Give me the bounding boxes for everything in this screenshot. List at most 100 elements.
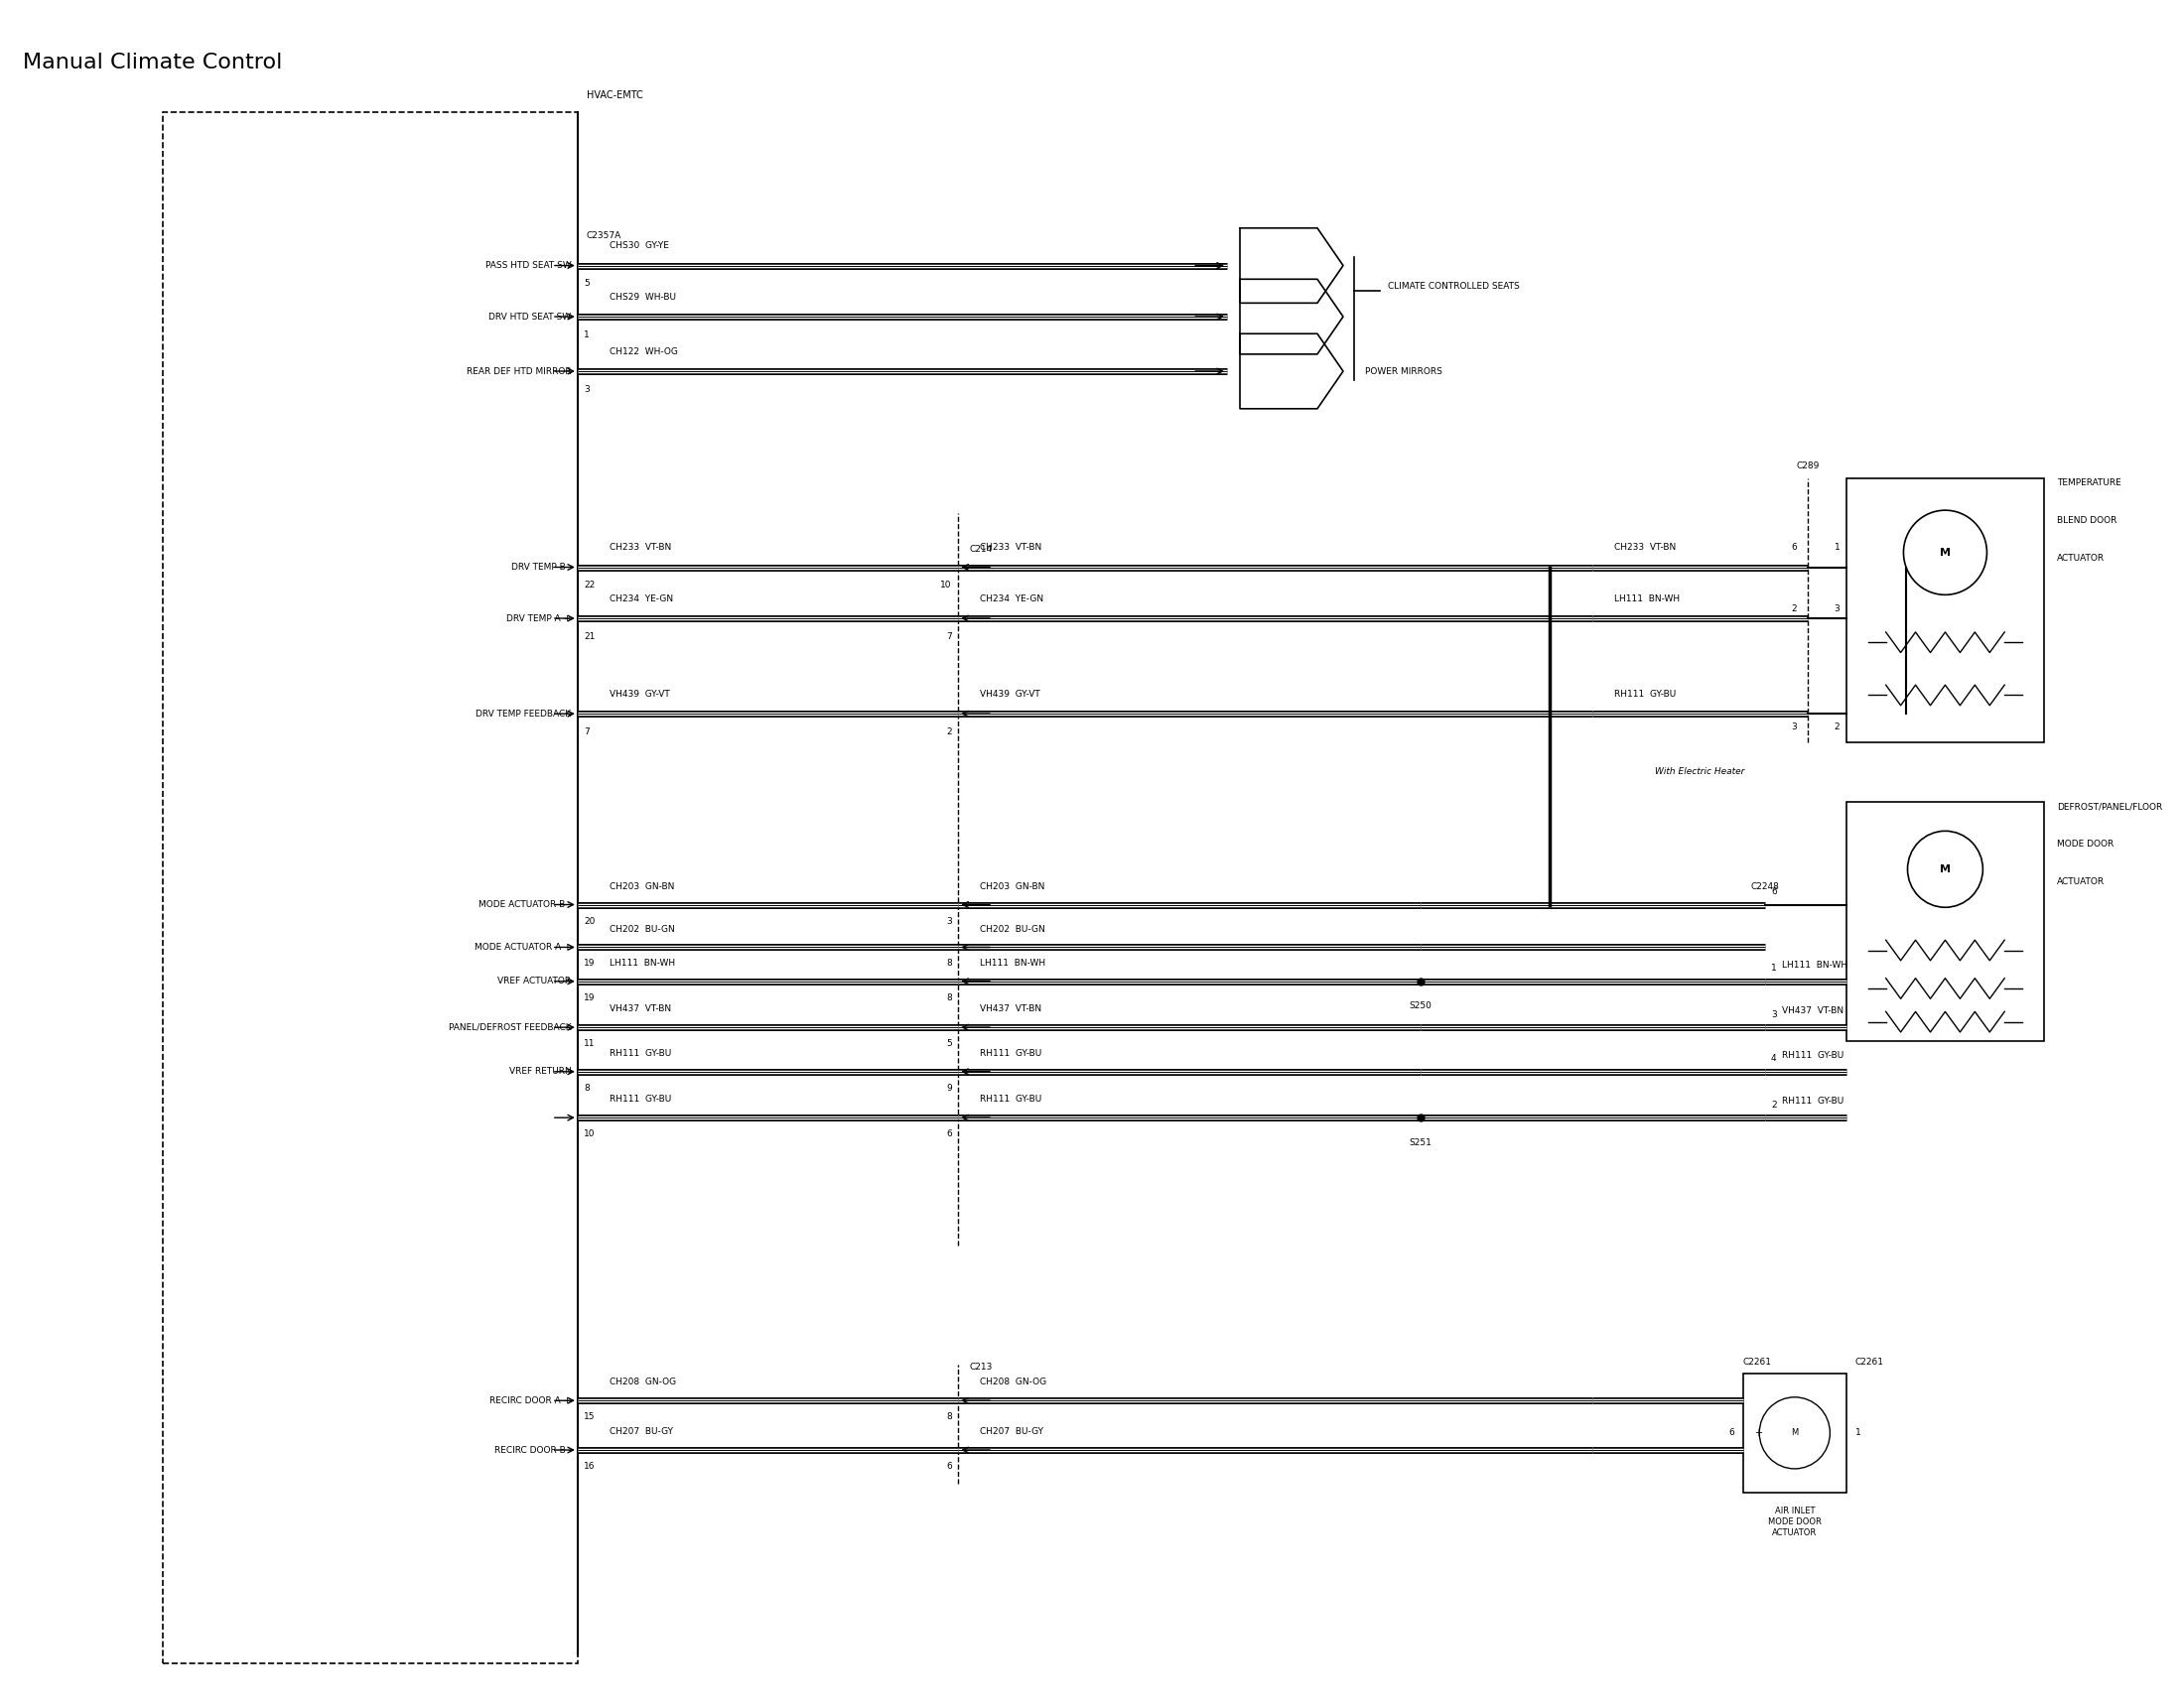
- Text: C2248: C2248: [1749, 883, 1780, 891]
- Text: 15: 15: [583, 1412, 596, 1422]
- Text: DRV TEMP A +: DRV TEMP A +: [507, 615, 572, 623]
- Text: C214: C214: [970, 545, 992, 553]
- Text: M: M: [1939, 864, 1950, 874]
- Text: 19: 19: [583, 993, 596, 1002]
- Text: CH233  VT-BN: CH233 VT-BN: [609, 543, 673, 551]
- Text: 1: 1: [1771, 964, 1778, 973]
- Text: RH111  GY-BU: RH111 GY-BU: [981, 1050, 1042, 1058]
- Text: 11: 11: [583, 1040, 596, 1048]
- Text: 6: 6: [946, 1130, 952, 1139]
- Bar: [1845, 802, 2044, 1041]
- Text: +: +: [1754, 1429, 1762, 1437]
- Text: CH203  GN-BN: CH203 GN-BN: [981, 883, 1044, 891]
- Text: HVAC-EMTC: HVAC-EMTC: [585, 90, 642, 101]
- Text: LH111  BN-WH: LH111 BN-WH: [981, 959, 1046, 968]
- Text: DRV HTD SEAT SW: DRV HTD SEAT SW: [489, 312, 572, 321]
- Text: C213: C213: [970, 1362, 992, 1372]
- Text: 8: 8: [583, 1084, 590, 1092]
- Text: C2261: C2261: [1854, 1357, 1883, 1367]
- Text: 3: 3: [1791, 722, 1797, 731]
- Text: RH111  GY-BU: RH111 GY-BU: [981, 1096, 1042, 1104]
- Bar: [1845, 478, 2044, 743]
- Text: 1: 1: [583, 329, 590, 340]
- Text: VH437  VT-BN: VH437 VT-BN: [1782, 1007, 1843, 1016]
- Text: CH234  YE-GN: CH234 YE-GN: [981, 594, 1044, 603]
- Text: CH207  BU-GY: CH207 BU-GY: [981, 1427, 1044, 1436]
- Text: LH111  BN-WH: LH111 BN-WH: [609, 959, 675, 968]
- Text: C2261: C2261: [1743, 1357, 1771, 1367]
- Text: 2: 2: [1835, 722, 1839, 731]
- Text: CH122  WH-OG: CH122 WH-OG: [609, 347, 679, 355]
- Text: RH111  GY-BU: RH111 GY-BU: [1782, 1098, 1843, 1106]
- Text: RH111  GY-BU: RH111 GY-BU: [609, 1050, 673, 1058]
- Text: VH437  VT-BN: VH437 VT-BN: [981, 1005, 1042, 1014]
- Text: With Electric Heater: With Electric Heater: [1655, 766, 1745, 777]
- Text: VH437  VT-BN: VH437 VT-BN: [609, 1005, 670, 1014]
- Text: CH233  VT-BN: CH233 VT-BN: [1614, 543, 1675, 551]
- Text: 22: 22: [583, 580, 596, 589]
- Text: CH233  VT-BN: CH233 VT-BN: [981, 543, 1042, 551]
- Text: 6: 6: [946, 1461, 952, 1471]
- Text: MODE ACTUATOR A +: MODE ACTUATOR A +: [474, 942, 572, 953]
- Text: 8: 8: [946, 1412, 952, 1422]
- Text: 3: 3: [583, 384, 590, 394]
- Text: 6: 6: [1771, 888, 1778, 896]
- Text: AIR INLET
MODE DOOR
ACTUATOR: AIR INLET MODE DOOR ACTUATOR: [1767, 1506, 1821, 1538]
- Text: MODE ACTUATOR B -: MODE ACTUATOR B -: [478, 900, 572, 910]
- Text: 16: 16: [583, 1461, 596, 1471]
- Text: 2: 2: [1791, 604, 1797, 613]
- Text: C289: C289: [1795, 461, 1819, 469]
- Text: 3: 3: [946, 917, 952, 925]
- Text: DRV TEMP B -: DRV TEMP B -: [511, 563, 572, 572]
- Text: 6: 6: [1791, 543, 1797, 551]
- Text: 10: 10: [583, 1130, 596, 1139]
- Text: 10: 10: [941, 580, 952, 589]
- Text: RECIRC DOOR B -: RECIRC DOOR B -: [494, 1446, 572, 1454]
- Text: CH234  YE-GN: CH234 YE-GN: [609, 594, 673, 603]
- Text: DRV TEMP FEEDBACK: DRV TEMP FEEDBACK: [476, 710, 572, 719]
- Text: 4: 4: [1771, 1055, 1776, 1063]
- Text: VH439  GY-VT: VH439 GY-VT: [981, 690, 1040, 698]
- Text: ACTUATOR: ACTUATOR: [2057, 877, 2105, 886]
- Text: CHS29  WH-BU: CHS29 WH-BU: [609, 292, 677, 302]
- Text: CH202  BU-GN: CH202 BU-GN: [609, 925, 675, 934]
- Text: 8: 8: [946, 959, 952, 968]
- Text: PANEL/DEFROST FEEDBACK: PANEL/DEFROST FEEDBACK: [448, 1022, 572, 1031]
- Text: CH202  BU-GN: CH202 BU-GN: [981, 925, 1044, 934]
- Text: VREF ACTUATOR: VREF ACTUATOR: [498, 976, 572, 985]
- Bar: [1743, 1374, 1845, 1492]
- Text: 3: 3: [1771, 1011, 1778, 1019]
- Text: RH111  GY-BU: RH111 GY-BU: [609, 1096, 673, 1104]
- Text: TEMPERATURE: TEMPERATURE: [2057, 478, 2121, 488]
- Text: LH111  BN-WH: LH111 BN-WH: [1614, 594, 1679, 603]
- Text: POWER MIRRORS: POWER MIRRORS: [1365, 367, 1441, 376]
- Text: CH203  GN-BN: CH203 GN-BN: [609, 883, 675, 891]
- Text: 8: 8: [946, 993, 952, 1002]
- Text: MODE DOOR: MODE DOOR: [2057, 840, 2114, 848]
- Text: LH111  BN-WH: LH111 BN-WH: [1782, 961, 1848, 970]
- Text: DEFROST/PANEL/FLOOR: DEFROST/PANEL/FLOOR: [2057, 802, 2162, 811]
- Text: 5: 5: [946, 1040, 952, 1048]
- Text: 2: 2: [1771, 1101, 1776, 1110]
- Text: 19: 19: [583, 959, 596, 968]
- Text: RH111  GY-BU: RH111 GY-BU: [1782, 1052, 1843, 1060]
- Text: VH439  GY-VT: VH439 GY-VT: [609, 690, 670, 698]
- Text: REAR DEF HTD MIRROR: REAR DEF HTD MIRROR: [467, 367, 572, 376]
- Text: 7: 7: [583, 727, 590, 736]
- Text: ACTUATOR: ACTUATOR: [2057, 553, 2105, 563]
- Text: 21: 21: [583, 632, 596, 640]
- Text: VREF RETURN: VREF RETURN: [509, 1067, 572, 1075]
- Text: RH111  GY-BU: RH111 GY-BU: [1614, 690, 1675, 698]
- Text: CH208  GN-OG: CH208 GN-OG: [981, 1378, 1046, 1386]
- Text: S250: S250: [1409, 1002, 1433, 1011]
- Text: 7: 7: [946, 632, 952, 640]
- Text: Manual Climate Control: Manual Climate Control: [22, 53, 282, 72]
- Text: BLEND DOOR: BLEND DOOR: [2057, 516, 2116, 526]
- Text: 20: 20: [583, 917, 596, 925]
- Text: 5: 5: [583, 280, 590, 288]
- Text: 6: 6: [1730, 1429, 1734, 1437]
- Text: 2: 2: [946, 727, 952, 736]
- Text: CH207  BU-GY: CH207 BU-GY: [609, 1427, 673, 1436]
- Text: PASS HTD SEAT SW: PASS HTD SEAT SW: [485, 261, 572, 270]
- Text: RECIRC DOOR A +: RECIRC DOOR A +: [489, 1396, 572, 1405]
